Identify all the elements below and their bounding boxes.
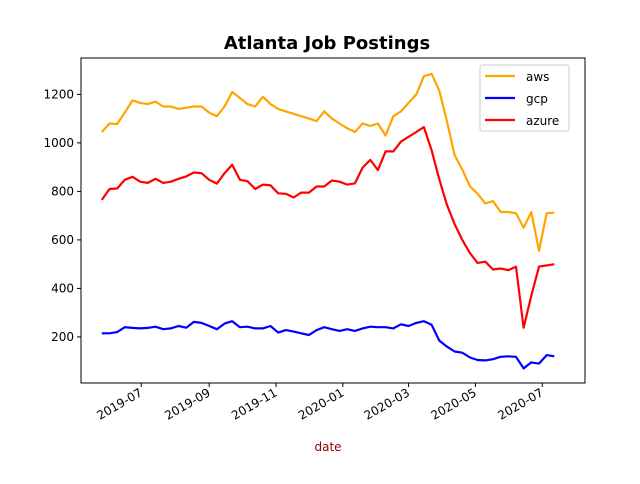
x-tick-label: 2020-01 <box>296 385 346 422</box>
x-tick-label: 2020-07 <box>495 385 545 422</box>
legend-label-azure: azure <box>526 114 559 128</box>
legend-box <box>479 64 570 132</box>
x-tick-label: 2020-03 <box>362 385 412 422</box>
plot-frame <box>80 57 586 384</box>
x-tick-label: 2019-11 <box>229 385 279 422</box>
series-line-gcp <box>101 320 555 370</box>
chart-title: Atlanta Job Postings <box>224 33 430 54</box>
y-tick-label: 1000 <box>43 136 74 150</box>
y-tick-label: 600 <box>51 233 74 247</box>
x-tick-label: 2019-09 <box>162 385 212 422</box>
y-tick-label: 800 <box>51 184 74 198</box>
series-line-azure <box>100 125 555 329</box>
series-line-aws <box>100 72 555 252</box>
x-tick-label: 2020-05 <box>429 385 479 422</box>
legend-label-aws: aws <box>526 70 549 84</box>
legend: aws gcp azure <box>479 64 570 132</box>
x-axis-label: date <box>314 440 341 454</box>
y-tick-label: 400 <box>51 281 74 295</box>
y-tick-label: 1200 <box>43 87 74 101</box>
legend-label-gcp: gcp <box>526 92 548 106</box>
y-tick-label: 200 <box>51 330 74 344</box>
x-tick-label: 2019-07 <box>94 385 144 422</box>
